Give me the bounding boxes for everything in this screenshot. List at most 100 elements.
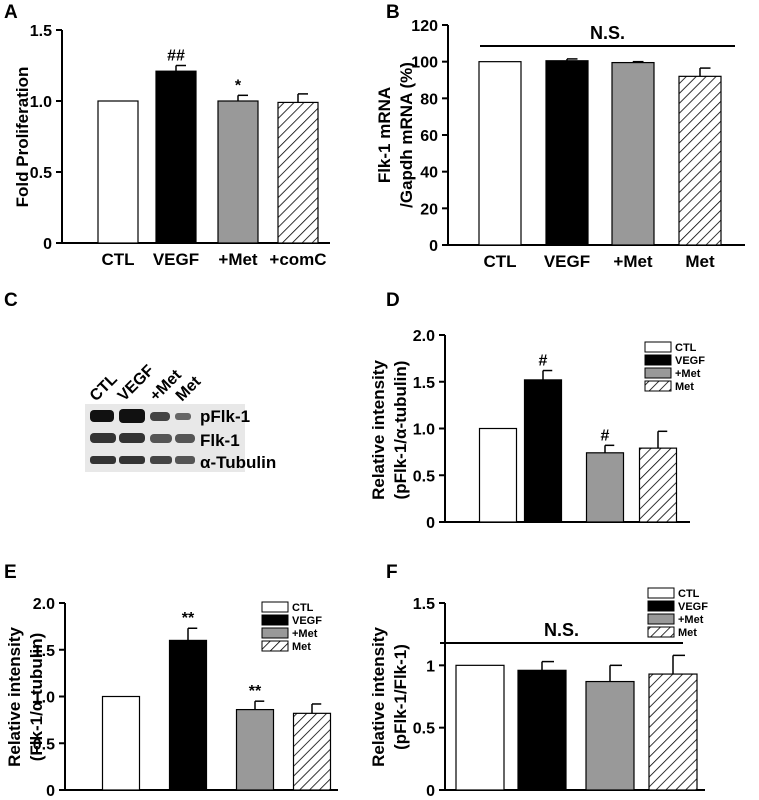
significance-label: # bbox=[601, 427, 610, 444]
x-tick-label: Met bbox=[685, 252, 715, 271]
bar-chart: 0 0.5 1.0 1.5 2.0 Relative intensity (pFlk-1/α… bbox=[369, 328, 705, 532]
bar bbox=[101, 695, 141, 791]
panel-letter: B bbox=[386, 2, 400, 23]
legend-label: +Met bbox=[678, 614, 704, 626]
bar bbox=[235, 708, 275, 791]
significance-label: ** bbox=[249, 683, 262, 700]
y-tick-label: 1.0 bbox=[33, 690, 55, 707]
legend-swatch bbox=[647, 626, 675, 638]
bar bbox=[648, 673, 698, 791]
significance-label: ** bbox=[182, 610, 195, 627]
significance-label: ## bbox=[167, 48, 185, 65]
bar bbox=[292, 712, 332, 791]
legend-label: CTL bbox=[292, 602, 314, 614]
legend-swatch bbox=[261, 640, 289, 652]
y-tick-label: 1.5 bbox=[413, 375, 435, 392]
y-tick-label: 0.5 bbox=[30, 165, 52, 182]
legend-swatch bbox=[647, 600, 675, 612]
x-tick-label: +Met bbox=[218, 250, 258, 269]
bar bbox=[517, 669, 567, 791]
bracket-label: N.S. bbox=[590, 23, 625, 43]
blot-bands bbox=[90, 409, 195, 464]
legend-swatch bbox=[647, 613, 675, 625]
y-tick-label: 1.0 bbox=[413, 422, 435, 439]
panel-letter: D bbox=[386, 290, 400, 311]
bar-chart: 0 20 40 60 80 100 120 Flk-1 mRNA/Gapdh mRNA (%)… bbox=[375, 18, 745, 271]
bracket-label: N.S. bbox=[544, 620, 579, 640]
western-blot: CTL VEGF +Met Met pFlk-1 Flk-1 α-Tubulin bbox=[85, 362, 276, 472]
legend-label: +Met bbox=[292, 628, 318, 640]
bar-chart: 0 0.5 1.0 1.5 2.0 Relative intensity (Flk-1/α-… bbox=[5, 596, 338, 800]
significance-label: # bbox=[539, 353, 548, 370]
bar bbox=[217, 100, 259, 244]
legend-swatch bbox=[647, 587, 675, 599]
bar-chart: 0 0.5 1 1.5 Relative intensity (pFlk-1/Flk-1)… bbox=[369, 587, 708, 800]
band-label: Flk-1 bbox=[200, 431, 240, 450]
y-tick-label: 0.5 bbox=[413, 721, 435, 738]
y-tick-label: 20 bbox=[420, 201, 438, 218]
y-tick-label: 60 bbox=[420, 128, 438, 145]
y-tick-label: 0 bbox=[426, 783, 435, 800]
y-tick-label: 1.5 bbox=[413, 596, 435, 613]
legend-label: CTL bbox=[678, 588, 700, 600]
legend-swatch bbox=[261, 614, 289, 626]
bar bbox=[523, 379, 563, 523]
legend-label: VEGF bbox=[675, 355, 705, 367]
legend-swatch bbox=[644, 354, 672, 366]
panel-letter: A bbox=[4, 2, 18, 23]
panel-letter: F bbox=[386, 562, 398, 583]
bar bbox=[168, 639, 208, 791]
y-axis-label: Flk-1 mRNA bbox=[375, 87, 394, 183]
x-tick-label: VEGF bbox=[153, 250, 199, 269]
y-tick-label: 0 bbox=[46, 783, 55, 800]
legend-label: VEGF bbox=[292, 615, 322, 627]
y-tick-label: 0.5 bbox=[413, 468, 435, 485]
band-label: pFlk-1 bbox=[200, 407, 250, 426]
legend-label: Met bbox=[292, 641, 311, 653]
y-tick-label: 40 bbox=[420, 165, 438, 182]
bar bbox=[638, 447, 678, 523]
legend-label: VEGF bbox=[678, 601, 708, 613]
legend-label: +Met bbox=[675, 368, 701, 380]
legend-swatch bbox=[261, 601, 289, 613]
y-axis-label: /Gapdh mRNA (%) bbox=[397, 62, 416, 208]
y-axis-label: Fold Proliferation bbox=[13, 67, 32, 208]
y-tick-label: 0.5 bbox=[33, 736, 55, 753]
y-tick-label: 0 bbox=[43, 236, 52, 253]
bar bbox=[97, 100, 139, 244]
lane-label: CTL bbox=[87, 371, 121, 405]
y-axis-label: (Flk-1/α-tubulin) bbox=[27, 633, 46, 761]
x-tick-label: +Met bbox=[613, 252, 653, 271]
bar bbox=[545, 60, 589, 246]
y-tick-label: 0 bbox=[429, 238, 438, 255]
y-tick-label: 80 bbox=[420, 91, 438, 108]
significance-label: * bbox=[235, 77, 242, 94]
y-tick-label: 1.0 bbox=[30, 94, 52, 111]
y-tick-label: 100 bbox=[411, 55, 438, 72]
y-axis-label: (pFlk-1/α-tubulin) bbox=[391, 361, 410, 500]
y-axis-label: Relative intensity bbox=[369, 627, 388, 767]
bar bbox=[678, 75, 722, 246]
y-axis-label: (pFlk-1/Flk-1) bbox=[391, 644, 410, 750]
y-axis-label: Relative intensity bbox=[369, 360, 388, 500]
y-tick-label: 1 bbox=[426, 658, 435, 675]
bar bbox=[585, 680, 635, 791]
x-tick-label: CTL bbox=[101, 250, 134, 269]
bar bbox=[478, 427, 518, 523]
legend-swatch bbox=[644, 341, 672, 353]
x-tick-label: CTL bbox=[483, 252, 516, 271]
bar bbox=[611, 61, 655, 246]
y-tick-label: 2.0 bbox=[33, 596, 55, 613]
band-label: α-Tubulin bbox=[200, 453, 276, 472]
y-tick-label: 1.5 bbox=[30, 23, 52, 40]
legend-swatch bbox=[644, 367, 672, 379]
legend-label: Met bbox=[675, 381, 694, 393]
y-tick-label: 0 bbox=[426, 515, 435, 532]
bar bbox=[277, 101, 319, 244]
panel-letter: C bbox=[4, 290, 18, 311]
panel-letter: E bbox=[4, 562, 17, 583]
bar bbox=[478, 61, 522, 246]
x-tick-label: VEGF bbox=[544, 252, 590, 271]
bar-chart: 0 0.5 1.0 1.5 Fold Proliferation CTL ## VEGF * +M… bbox=[13, 23, 330, 269]
